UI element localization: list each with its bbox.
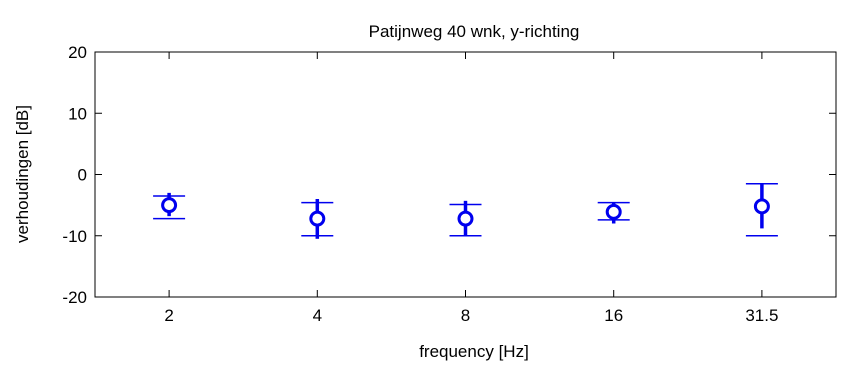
x-axis-label: frequency [Hz] [419, 342, 529, 361]
plot-area [94, 51, 837, 298]
y-tick-label: -10 [62, 227, 87, 246]
error-point [745, 182, 778, 237]
y-tick-label: 20 [68, 43, 87, 62]
x-tick-label: 31.5 [745, 306, 778, 325]
data-point-marker [457, 210, 474, 227]
x-tick-label: 16 [604, 306, 623, 325]
error-point [153, 192, 186, 220]
data-point-marker [753, 198, 770, 215]
y-tick-label: 0 [78, 166, 87, 185]
x-tick-label: 8 [461, 306, 470, 325]
y-tick-label: -20 [62, 288, 87, 307]
data-point-marker [605, 203, 622, 220]
y-tick-label: 10 [68, 104, 87, 123]
data-point-marker [161, 197, 178, 214]
x-tick-label: 4 [313, 306, 322, 325]
chart-title: Patijnweg 40 wnk, y-richting [369, 22, 580, 41]
data-point-marker [309, 210, 326, 227]
error-point [301, 199, 334, 239]
x-axis: 2 4 8 16 31.5 [164, 52, 778, 325]
y-axis: -20 -10 0 10 20 [62, 43, 836, 307]
error-point [597, 201, 630, 224]
x-tick-label: 2 [164, 306, 173, 325]
data-series [153, 182, 778, 239]
error-point [449, 200, 482, 237]
y-axis-label: verhoudingen [dB] [13, 105, 32, 243]
